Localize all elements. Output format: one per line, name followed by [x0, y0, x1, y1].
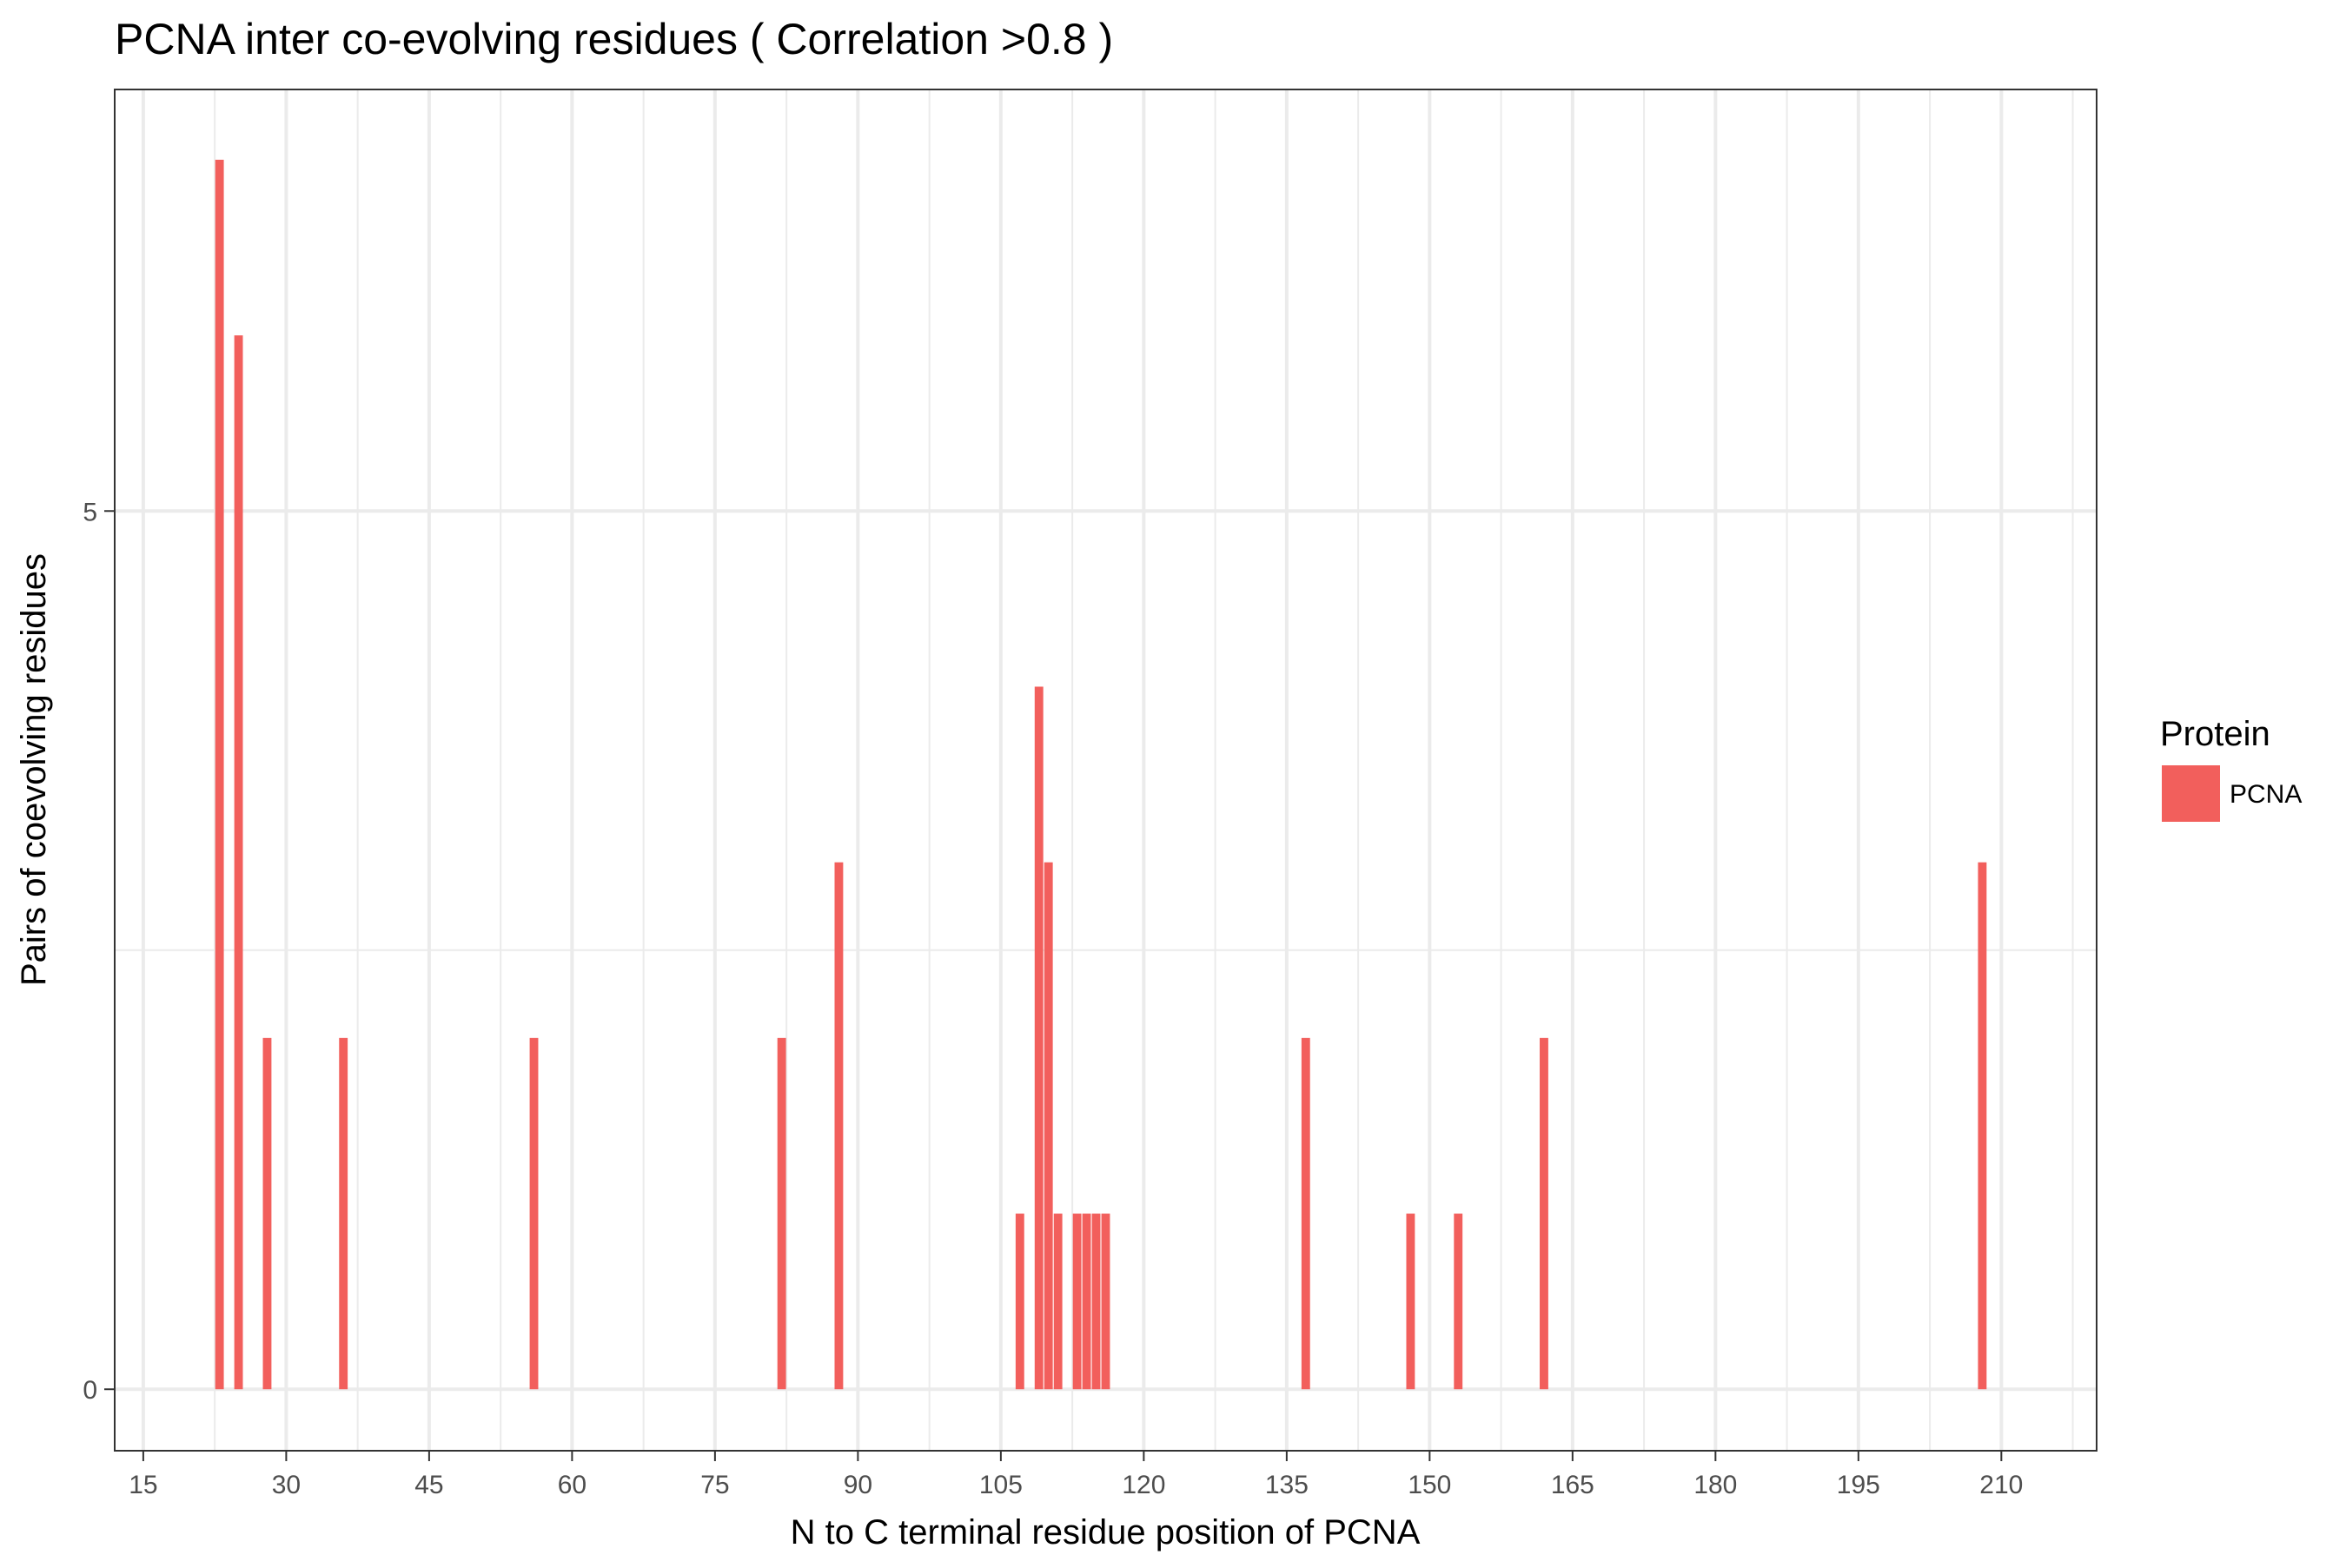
x-tick-label: 165 — [1551, 1471, 1594, 1499]
bar-residue-109 — [1034, 686, 1044, 1390]
bar-residue-23 — [215, 159, 224, 1390]
y-axis: 05 — [83, 498, 115, 1405]
x-tick-label: 135 — [1265, 1471, 1309, 1499]
y-tick-label: 5 — [83, 498, 97, 526]
bar-residue-137 — [1301, 1037, 1310, 1390]
x-tick-label: 75 — [700, 1471, 729, 1499]
bar-residue-208 — [1978, 862, 1987, 1390]
bar-residue-36 — [339, 1037, 348, 1390]
bar-residue-162 — [1540, 1037, 1548, 1390]
bar-residue-56 — [529, 1037, 539, 1390]
y-axis-title: Pairs of coevolving residues — [15, 553, 53, 986]
x-tick-label: 120 — [1122, 1471, 1165, 1499]
bar-residue-25 — [234, 335, 243, 1390]
chart-title: PCNA inter co-evolving residues ( Correl… — [115, 15, 1113, 63]
bar-residue-116 — [1101, 1214, 1110, 1390]
y-tick-label: 0 — [83, 1376, 97, 1405]
bar-residue-107 — [1015, 1214, 1024, 1390]
x-axis: 15 30 45 60 75 90 105 120 135 150 165 180 195 210 — [129, 1451, 2023, 1499]
x-tick-label: 90 — [844, 1471, 872, 1499]
bar-residue-110 — [1044, 862, 1053, 1390]
bar-residue-88 — [834, 862, 844, 1390]
bar-residue-82 — [777, 1037, 786, 1390]
plot-panel-border — [114, 89, 2097, 1452]
x-tick-label: 180 — [1693, 1471, 1737, 1499]
bar-residue-153 — [1454, 1214, 1463, 1390]
x-tick-label: 45 — [414, 1471, 443, 1499]
legend-key-swatch — [2162, 765, 2220, 822]
bar-residue-28 — [262, 1037, 272, 1390]
x-tick-label: 60 — [558, 1471, 586, 1499]
x-tick-label: 15 — [129, 1471, 157, 1499]
bar-residue-148 — [1406, 1214, 1415, 1390]
x-tick-label: 195 — [1837, 1471, 1880, 1499]
legend: Protein PCNA — [2160, 715, 2302, 822]
bar-residue-115 — [1091, 1214, 1101, 1390]
x-axis-title: N to C terminal residue position of PCNA — [791, 1513, 1421, 1551]
legend-title: Protein — [2160, 715, 2270, 753]
x-tick-label: 150 — [1408, 1471, 1451, 1499]
bar-residue-111 — [1053, 1214, 1063, 1390]
legend-label-pcna: PCNA — [2230, 780, 2302, 809]
bar-residue-113 — [1072, 1214, 1082, 1390]
bar-residue-114 — [1082, 1214, 1091, 1390]
grid-layer — [115, 89, 2097, 1451]
x-tick-label: 30 — [272, 1471, 301, 1499]
bars-layer — [215, 159, 1987, 1390]
x-tick-label: 105 — [979, 1471, 1023, 1499]
x-tick-label: 210 — [1979, 1471, 2023, 1499]
